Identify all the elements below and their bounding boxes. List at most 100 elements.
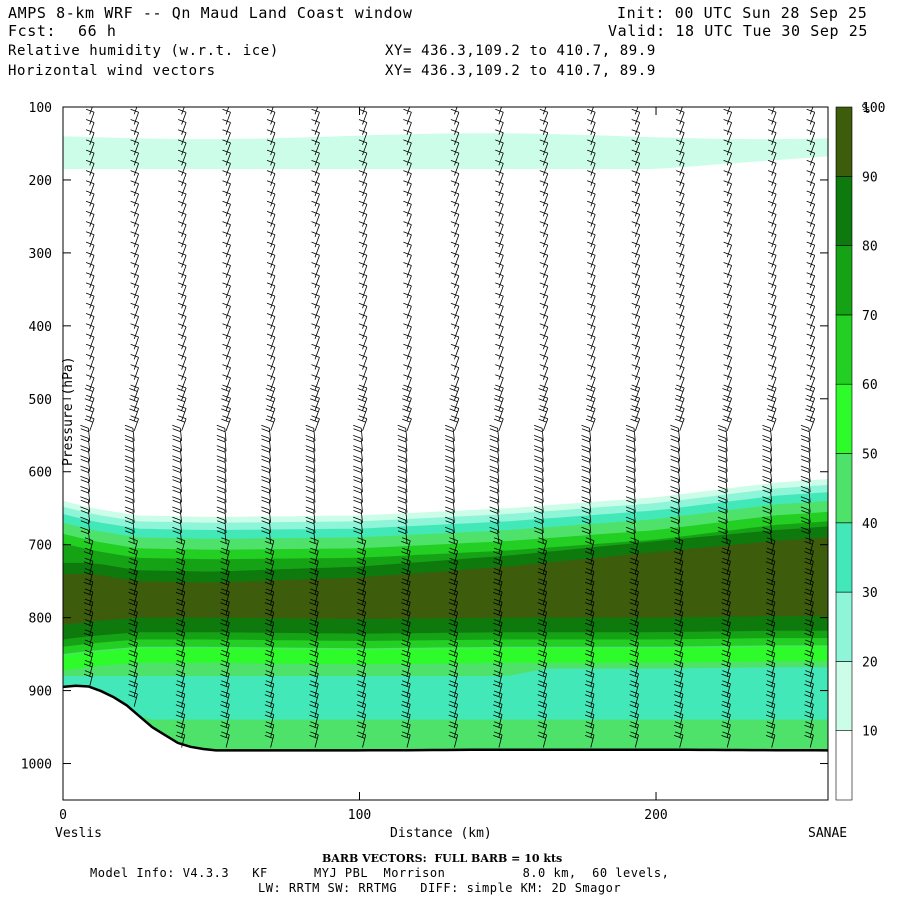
wind-barb-shaft — [542, 306, 549, 319]
wind-barb-shaft — [679, 581, 684, 595]
wind-barb-flag — [311, 241, 320, 246]
wind-barb-flag — [495, 170, 504, 174]
wind-barb-flag — [129, 598, 138, 603]
wind-barb-shaft — [634, 622, 639, 636]
wind-barb-flag — [762, 435, 771, 439]
wind-barb-shaft — [224, 428, 227, 442]
wind-barb-shaft — [590, 540, 595, 554]
wind-barb-flag — [397, 455, 406, 460]
wind-barb-flag — [673, 643, 683, 647]
wind-barb-flag — [176, 660, 185, 664]
wind-barb-shaft — [314, 193, 320, 207]
wind-barb-shaft — [406, 714, 411, 728]
wind-barb-shaft — [89, 336, 95, 350]
y-tick-label: 700 — [29, 539, 52, 554]
plot-frame — [62, 106, 829, 801]
wind-barb-shaft — [771, 551, 776, 564]
wind-barb-flag — [676, 149, 685, 154]
wind-barb-shaft — [634, 591, 639, 605]
wind-barb-flag — [717, 424, 727, 429]
wind-barb-shaft — [225, 224, 231, 237]
wind-barb-shaft — [181, 561, 186, 574]
wind-barb-shaft — [633, 520, 636, 534]
wind-barb-shaft — [634, 693, 639, 707]
wind-barb-flag — [533, 424, 543, 429]
wind-barb-flag — [538, 690, 547, 695]
wind-barb-shaft — [498, 357, 504, 370]
wind-barb-flag — [804, 724, 813, 729]
wind-barb-shaft — [270, 387, 276, 401]
wind-barb-flag — [674, 568, 684, 572]
wind-barb-flag — [493, 663, 502, 668]
wind-barb-shaft — [225, 193, 231, 207]
wind-barb-shaft — [590, 663, 595, 677]
wind-barb-shaft — [589, 428, 592, 442]
wind-barb-flag — [762, 469, 771, 473]
wind-barb-shaft — [634, 306, 641, 319]
wind-barb-flag — [311, 333, 320, 338]
wind-barb-shaft — [89, 163, 95, 176]
wind-barb-shaft — [181, 316, 187, 329]
wind-barb-shaft — [225, 122, 231, 135]
wind-barb-flag — [584, 663, 594, 668]
wind-barb-flag — [631, 415, 640, 420]
wind-barb-flag — [130, 190, 139, 195]
wind-barb-shaft — [89, 193, 95, 207]
wind-barb-shaft — [362, 683, 367, 697]
wind-barb-flag — [762, 510, 771, 514]
wind-barb-shaft — [590, 285, 596, 299]
wind-barb-shaft — [181, 142, 187, 156]
wind-barb-shaft — [181, 622, 186, 636]
wind-barb-shaft — [678, 489, 681, 503]
wind-barb-shaft — [809, 285, 816, 299]
wind-barb-shaft — [406, 316, 412, 329]
wind-barb-flag — [265, 588, 274, 593]
wind-barb-shaft — [406, 285, 412, 299]
wind-barb-flag — [85, 262, 95, 266]
colorbar-swatch — [835, 661, 853, 732]
wind-barb-flag — [629, 581, 638, 586]
wind-barb-flag — [723, 251, 732, 256]
wind-barb-flag — [177, 139, 187, 144]
wind-barb-flag — [674, 711, 684, 715]
wind-barb-shaft — [132, 489, 135, 503]
wind-barb-flag — [177, 149, 187, 154]
wind-barb-flag — [625, 526, 635, 531]
wind-barb-shaft — [362, 122, 368, 135]
wind-barb-flag — [674, 557, 684, 562]
wind-barb-flag — [216, 486, 225, 490]
wind-barb-shaft — [542, 418, 549, 432]
wind-barb-flag — [805, 649, 814, 654]
wind-barb-shaft — [270, 173, 276, 186]
wind-barb-flag — [128, 632, 137, 637]
wind-barb-shaft — [679, 285, 685, 299]
colorbar-swatch — [835, 106, 853, 177]
wind-barb-flag — [676, 119, 685, 123]
wind-barb-shaft — [89, 122, 95, 135]
wind-barb-flag — [495, 364, 504, 368]
wind-barb-shaft — [89, 653, 94, 666]
wind-barb-shaft — [454, 602, 458, 615]
wind-barb-flag — [630, 619, 639, 623]
wind-barb-shaft — [590, 112, 596, 125]
wind-barb-flag — [626, 479, 635, 484]
wind-barb-flag — [767, 302, 777, 307]
wind-barb-shaft — [270, 326, 276, 340]
wind-barb-flag — [718, 479, 727, 484]
wind-barb-flag — [722, 547, 731, 552]
wind-barb-flag — [722, 598, 731, 603]
wind-barb-shaft — [454, 377, 460, 391]
wind-barb-flag — [495, 211, 504, 215]
wind-barb-flag — [539, 139, 548, 144]
wind-barb-flag — [762, 479, 771, 484]
wind-barb-flag — [358, 231, 368, 236]
wind-barb-shaft — [808, 448, 811, 462]
wind-barb-flag — [806, 272, 815, 277]
wind-barb-flag — [266, 241, 276, 246]
wind-barb-flag — [397, 469, 407, 473]
wind-barb-shaft — [225, 295, 231, 309]
wind-barb-flag — [309, 541, 318, 545]
wind-barb-shaft — [89, 132, 95, 146]
wind-barb-flag — [85, 139, 95, 144]
wind-barb-flag — [806, 405, 815, 409]
